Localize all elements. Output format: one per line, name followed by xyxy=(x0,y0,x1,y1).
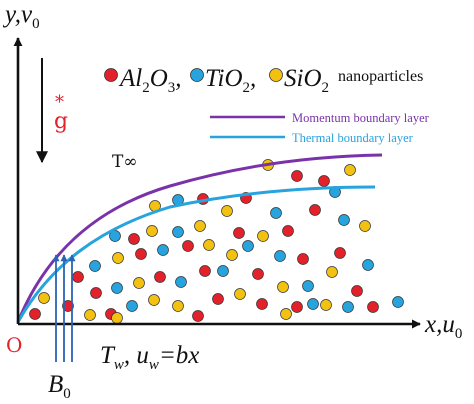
nanoparticle xyxy=(291,170,303,182)
nanoparticle xyxy=(326,266,338,278)
gravity-star: * xyxy=(55,92,64,113)
nanoparticle xyxy=(133,277,145,289)
nanoparticle xyxy=(342,301,354,313)
nanoparticle xyxy=(280,308,292,320)
sio2-marker xyxy=(269,68,283,82)
nanoparticle xyxy=(351,285,363,297)
nanoparticle xyxy=(182,240,194,252)
nanoparticle xyxy=(252,268,264,280)
nanoparticle xyxy=(226,249,238,261)
nanoparticle xyxy=(233,227,245,239)
nanoparticle xyxy=(291,301,303,313)
nanoparticle xyxy=(90,287,102,299)
nanoparticle xyxy=(302,280,314,292)
nanoparticle xyxy=(175,276,187,288)
nanoparticle xyxy=(318,175,330,187)
thermal-boundary-layer-curve xyxy=(16,185,376,323)
nanoparticle xyxy=(274,250,286,262)
nanoparticle xyxy=(309,204,321,216)
nanoparticle xyxy=(126,300,138,312)
nanoparticle xyxy=(359,220,371,232)
origin-label: O xyxy=(6,333,22,357)
nanoparticle xyxy=(217,265,229,277)
nanoparticle xyxy=(72,271,84,283)
gravity-label: g xyxy=(54,109,68,134)
nanoparticle xyxy=(192,310,204,322)
nanoparticle xyxy=(270,207,282,219)
x-axis-label: x,u0 xyxy=(424,311,462,342)
tio2-marker xyxy=(190,68,204,82)
nanoparticle xyxy=(242,240,254,252)
nanoparticle xyxy=(344,164,356,176)
nanoparticle xyxy=(212,293,224,305)
nanoparticle xyxy=(221,205,233,217)
nanoparticle xyxy=(199,265,211,277)
nanoparticle xyxy=(111,312,123,324)
nanoparticle xyxy=(146,225,158,237)
nanoparticle xyxy=(392,296,404,308)
nanoparticle xyxy=(38,292,50,304)
momentum-boundary-layer-curve xyxy=(16,153,383,323)
nanoparticle xyxy=(172,226,184,238)
nanoparticle xyxy=(203,239,215,251)
free-stream-temperature: T∞ xyxy=(112,152,138,172)
nanoparticle xyxy=(29,308,41,320)
nanoparticle xyxy=(282,225,294,237)
nanoparticle xyxy=(62,300,74,312)
nanoparticle xyxy=(320,299,332,311)
nanoparticle xyxy=(334,247,346,259)
al2o3-label: Al2O3, xyxy=(118,65,182,96)
nanoparticle xyxy=(367,301,379,313)
nanoparticle xyxy=(256,298,268,310)
thermal-legend-label: Thermal boundary layer xyxy=(292,131,414,145)
nanoparticle xyxy=(172,300,184,312)
nanoparticle xyxy=(338,214,350,226)
magnetic-field-label: B0 xyxy=(48,371,71,402)
wall-condition: Tw, uw=bx xyxy=(100,342,199,373)
nanoparticle xyxy=(362,259,374,271)
nanoparticle xyxy=(277,281,289,293)
nanoparticle xyxy=(111,282,123,294)
nanoparticle xyxy=(307,298,319,310)
nanoparticle xyxy=(89,260,101,272)
nanoparticles-suffix: nanoparticles xyxy=(338,68,423,85)
momentum-legend-label: Momentum boundary layer xyxy=(292,111,430,125)
nanoparticle xyxy=(154,271,166,283)
y-axis-label: y,v0 xyxy=(2,1,40,32)
sio2-label: SiO2 xyxy=(284,65,329,96)
nanoparticle xyxy=(148,294,160,306)
nanoparticle xyxy=(135,248,147,260)
nanoparticle xyxy=(257,230,269,242)
nanoparticle xyxy=(194,220,206,232)
nanoparticle-field xyxy=(29,159,404,324)
magnetic-field-arrows xyxy=(52,254,76,362)
nanoparticle xyxy=(112,252,124,264)
nanoparticle xyxy=(297,253,309,265)
nanoparticle-legend: Al2O3, TiO2, SiO2 nanoparticles xyxy=(104,65,423,96)
tio2-label: TiO2, xyxy=(205,65,256,96)
al2o3-marker xyxy=(104,68,118,82)
nanoparticle xyxy=(234,288,246,300)
nanoparticle xyxy=(128,233,140,245)
nanoparticle xyxy=(157,244,169,256)
nanoparticle xyxy=(84,309,96,321)
